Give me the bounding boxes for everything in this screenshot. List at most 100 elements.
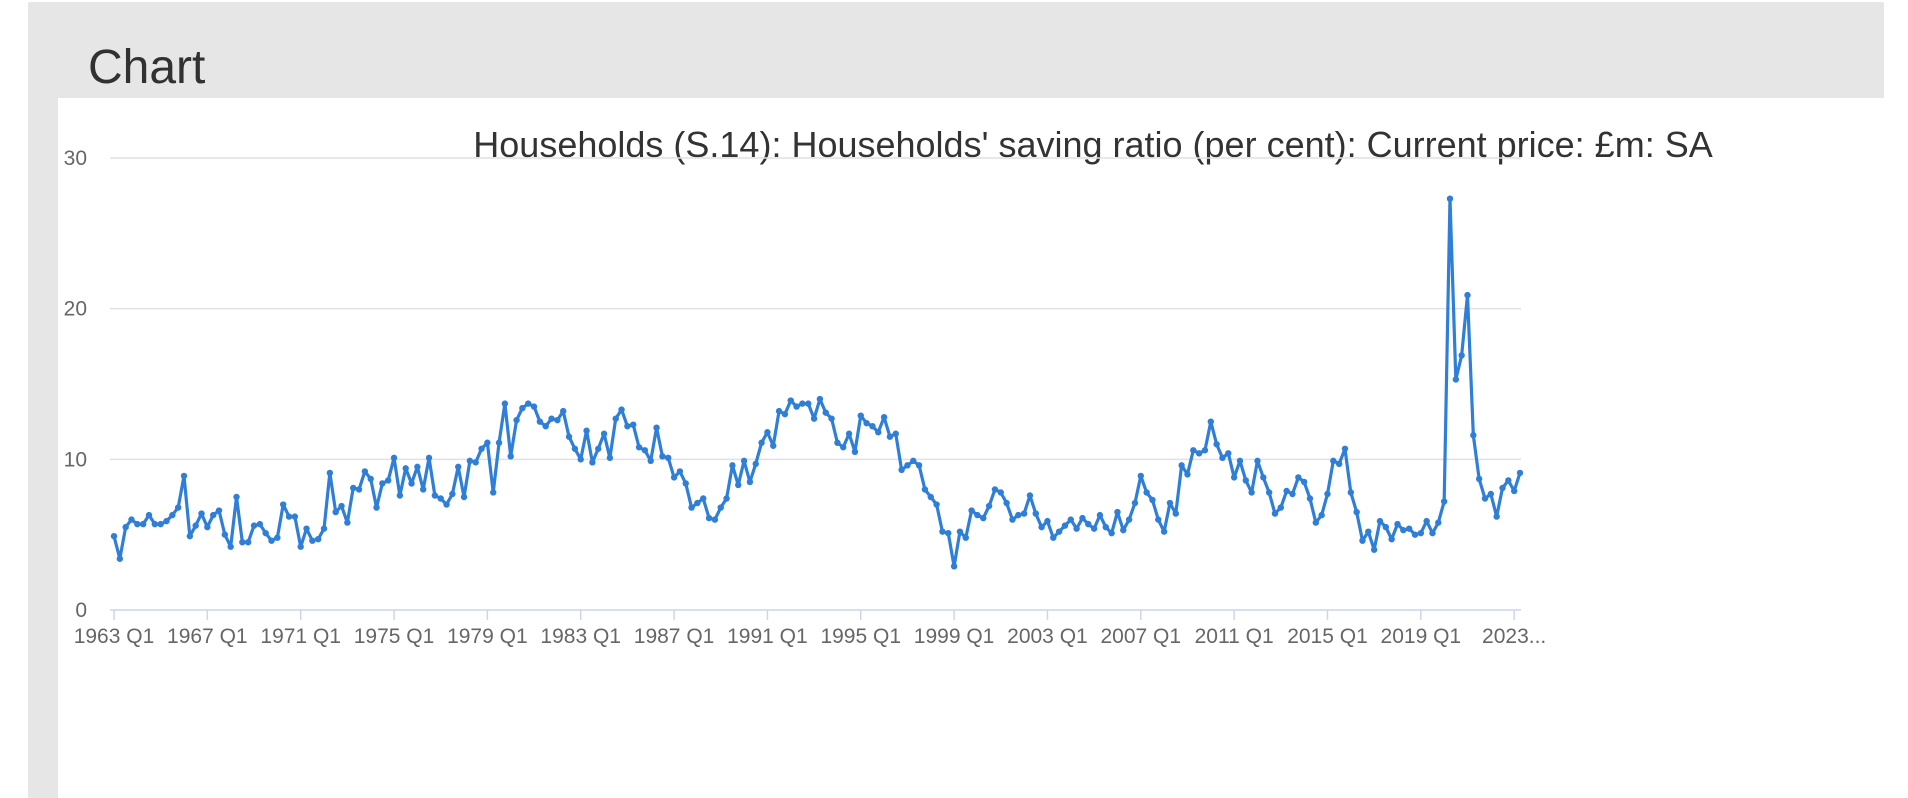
data-point[interactable] xyxy=(250,522,258,529)
data-point[interactable] xyxy=(1178,462,1185,469)
data-point[interactable] xyxy=(834,439,841,446)
data-point[interactable] xyxy=(513,416,520,424)
data-point[interactable] xyxy=(350,484,357,492)
data-point[interactable] xyxy=(530,403,538,410)
data-point[interactable] xyxy=(536,418,544,425)
data-point[interactable] xyxy=(915,462,923,469)
data-point[interactable] xyxy=(717,504,724,511)
data-point[interactable] xyxy=(618,406,625,413)
data-point[interactable] xyxy=(554,416,561,424)
data-point[interactable] xyxy=(688,504,695,511)
data-point[interactable] xyxy=(233,493,240,501)
data-point[interactable] xyxy=(583,427,590,434)
data-point[interactable] xyxy=(857,412,864,419)
data-point[interactable] xyxy=(910,457,917,465)
data-point[interactable] xyxy=(921,486,929,493)
data-point[interactable] xyxy=(1055,528,1063,535)
data-point[interactable] xyxy=(221,531,229,538)
data-point[interactable] xyxy=(390,454,398,462)
data-point[interactable] xyxy=(565,433,573,440)
data-point[interactable] xyxy=(1429,529,1436,537)
data-point[interactable] xyxy=(962,534,969,541)
data-point[interactable] xyxy=(460,493,468,501)
data-point[interactable] xyxy=(1435,519,1442,526)
data-point[interactable] xyxy=(1026,492,1034,499)
data-point[interactable] xyxy=(1155,516,1162,523)
data-point[interactable] xyxy=(320,525,328,532)
data-point[interactable] xyxy=(1085,520,1092,528)
data-point[interactable] xyxy=(729,462,736,469)
data-point[interactable] xyxy=(653,424,660,431)
data-point[interactable] xyxy=(344,519,351,526)
data-point[interactable] xyxy=(600,430,608,437)
data-point[interactable] xyxy=(1499,484,1506,492)
data-point[interactable] xyxy=(1289,490,1296,498)
data-point[interactable] xyxy=(904,462,911,469)
data-point[interactable] xyxy=(1248,489,1255,496)
data-point[interactable] xyxy=(1330,457,1337,465)
data-point[interactable] xyxy=(1137,472,1144,480)
data-point[interactable] xyxy=(279,501,287,508)
data-point[interactable] xyxy=(595,445,602,452)
data-point[interactable] xyxy=(332,508,339,516)
data-point[interactable] xyxy=(157,520,164,528)
data-point[interactable] xyxy=(145,511,153,519)
data-point[interactable] xyxy=(1516,469,1524,477)
data-point[interactable] xyxy=(1353,508,1360,516)
data-point[interactable] xyxy=(408,480,415,487)
data-point[interactable] xyxy=(927,493,934,501)
data-point[interactable] xyxy=(204,523,211,531)
data-point[interactable] xyxy=(455,463,462,471)
data-point[interactable] xyxy=(735,481,742,489)
data-point[interactable] xyxy=(1423,517,1430,525)
data-point[interactable] xyxy=(1061,522,1069,529)
data-point[interactable] xyxy=(1096,511,1104,519)
data-point[interactable] xyxy=(560,407,567,415)
data-point[interactable] xyxy=(770,442,777,449)
data-point[interactable] xyxy=(1505,477,1512,484)
data-point[interactable] xyxy=(1225,450,1232,457)
data-point[interactable] xyxy=(110,532,118,540)
data-point[interactable] xyxy=(828,415,835,422)
data-point[interactable] xyxy=(694,499,701,507)
data-point[interactable] xyxy=(139,520,147,528)
data-point[interactable] xyxy=(665,454,672,462)
data-point[interactable] xyxy=(1125,516,1133,523)
data-point[interactable] xyxy=(939,528,946,535)
data-point[interactable] xyxy=(309,537,316,544)
data-point[interactable] xyxy=(1400,526,1407,534)
data-point[interactable] xyxy=(501,400,509,407)
data-point[interactable] xyxy=(775,407,783,415)
data-point[interactable] xyxy=(997,489,1004,496)
data-point[interactable] xyxy=(548,415,555,422)
data-point[interactable] xyxy=(1481,495,1489,502)
data-point[interactable] xyxy=(122,523,129,531)
data-point[interactable] xyxy=(1265,489,1273,496)
data-point[interactable] xyxy=(787,397,794,404)
data-point[interactable] xyxy=(705,514,713,522)
data-point[interactable] xyxy=(816,395,824,403)
data-point[interactable] xyxy=(758,439,765,446)
data-point[interactable] xyxy=(1020,510,1028,517)
data-point[interactable] xyxy=(1090,525,1098,532)
data-point[interactable] xyxy=(1201,447,1209,454)
data-point[interactable] xyxy=(1044,517,1051,525)
data-point[interactable] xyxy=(641,447,649,454)
data-point[interactable] xyxy=(285,513,293,520)
data-point[interactable] xyxy=(589,459,596,466)
data-point[interactable] xyxy=(1283,487,1290,495)
data-point[interactable] xyxy=(239,539,246,546)
data-point[interactable] xyxy=(991,486,999,493)
data-point[interactable] xyxy=(740,457,748,465)
data-point[interactable] xyxy=(793,403,800,410)
data-point[interactable] xyxy=(840,444,847,451)
data-point[interactable] xyxy=(1213,441,1220,448)
data-point[interactable] xyxy=(985,502,993,510)
data-point[interactable] xyxy=(1306,495,1314,502)
data-point[interactable] xyxy=(507,453,514,460)
data-point[interactable] xyxy=(472,459,479,466)
data-point[interactable] xyxy=(268,537,275,544)
data-point[interactable] xyxy=(192,522,199,529)
data-point[interactable] xyxy=(1300,478,1308,486)
data-point[interactable] xyxy=(1295,474,1302,481)
